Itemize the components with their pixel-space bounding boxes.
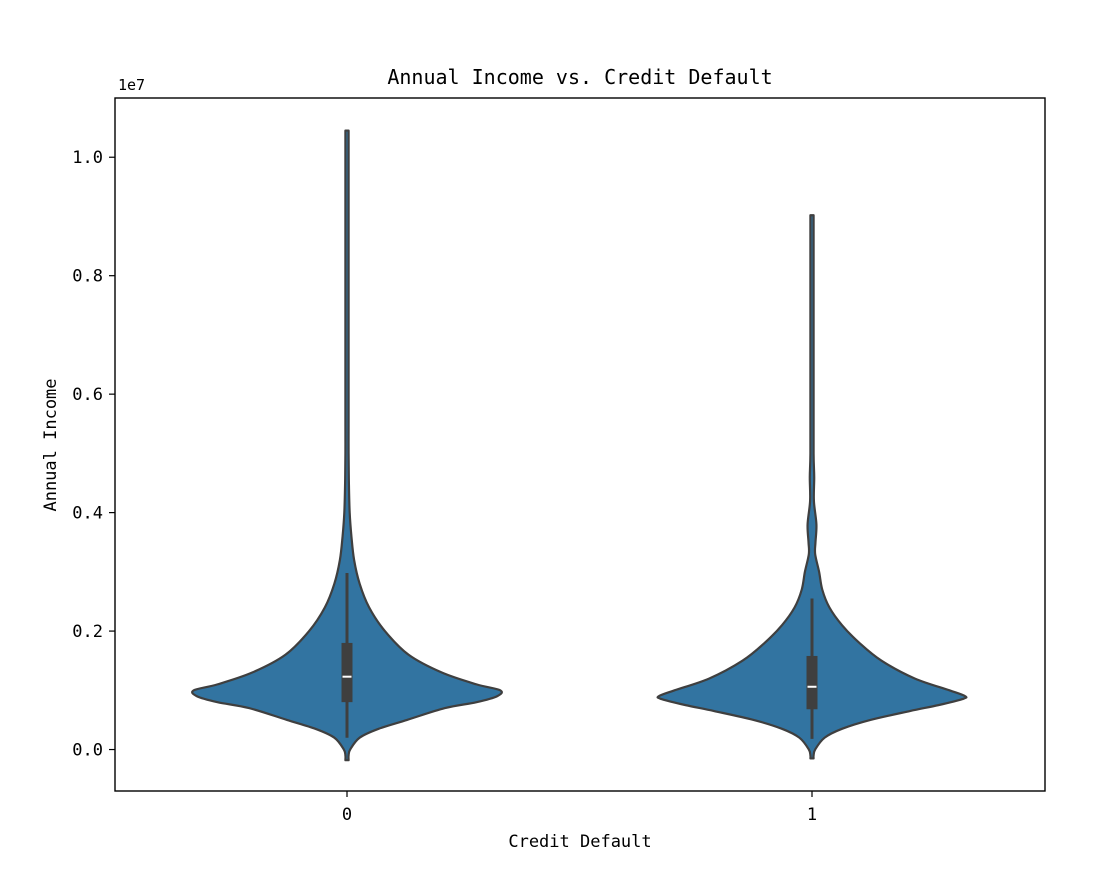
chart-title: Annual Income vs. Credit Default <box>387 65 772 89</box>
x-tick-label-1: 1 <box>807 805 817 825</box>
ticks-layer: 0 1 0.0 0.2 0.4 0.6 0.8 1.0 <box>72 148 817 825</box>
x-tick-label-0: 0 <box>342 805 352 825</box>
y-tick-label-3: 0.6 <box>72 385 103 405</box>
violin-iqr-box-0 <box>341 642 353 703</box>
violins-layer <box>191 129 968 762</box>
plot-area-frame <box>114 97 1046 792</box>
y-axis-offset-label: 1e7 <box>118 76 145 94</box>
y-tick-label-2: 0.4 <box>72 504 103 524</box>
y-tick-label-0: 0.0 <box>72 741 103 761</box>
y-tick-label-1: 0.2 <box>72 622 103 642</box>
y-tick-label-4: 0.8 <box>72 267 103 287</box>
violin-body-0 <box>191 129 503 762</box>
violin-body-1 <box>656 214 968 760</box>
violin-group-0 <box>191 129 503 762</box>
violin-group-1 <box>656 214 968 760</box>
y-tick-label-5: 1.0 <box>72 148 103 168</box>
y-axis-label: Annual Income <box>41 378 61 511</box>
x-axis-label: Credit Default <box>508 832 651 852</box>
violin-iqr-box-1 <box>806 655 818 710</box>
